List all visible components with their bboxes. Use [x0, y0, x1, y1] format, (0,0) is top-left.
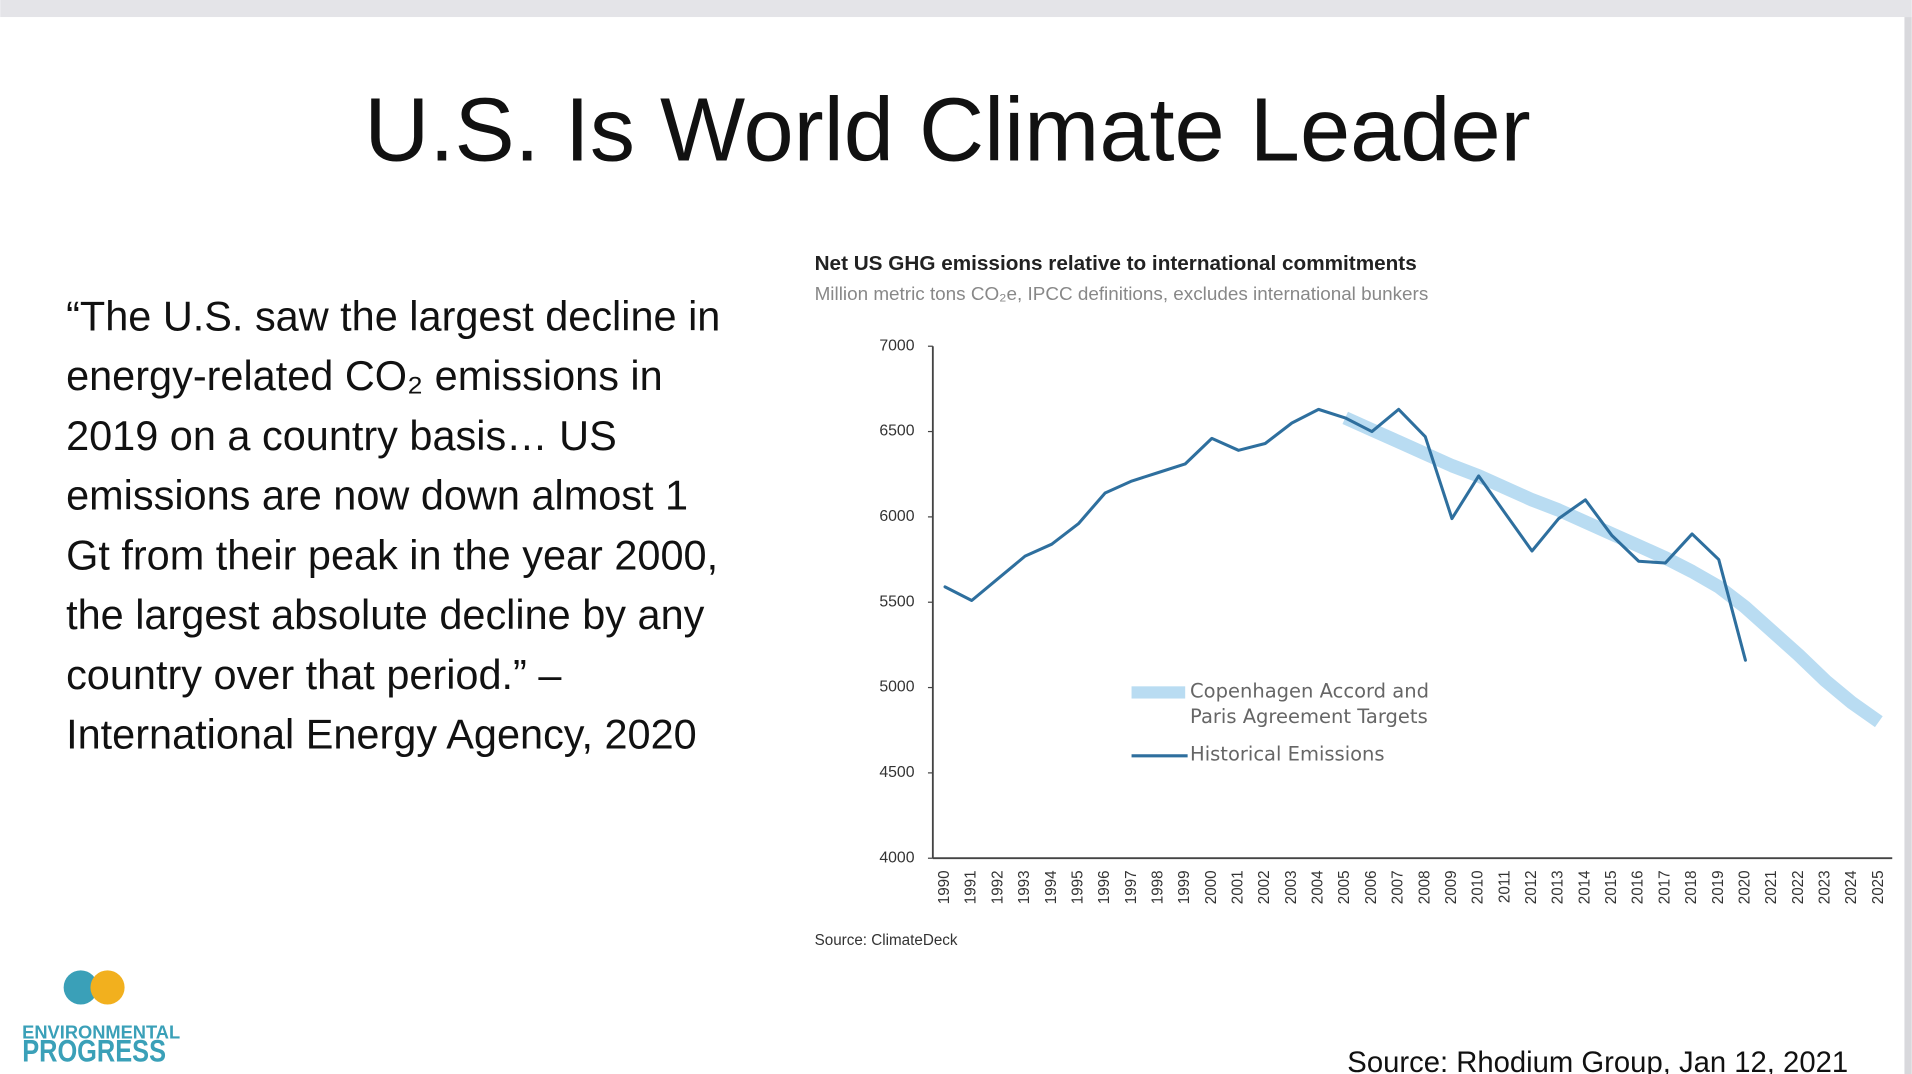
y-tick-label: 6500	[879, 423, 914, 440]
legend-entry: Historical Emissions	[1190, 742, 1385, 766]
logo-line2: PROGRESS	[22, 1033, 166, 1069]
x-tick-label: 1998	[1149, 870, 1166, 904]
top-bar	[0, 0, 1912, 18]
x-tick-label: 1995	[1069, 870, 1086, 904]
x-tick-label: 1994	[1043, 870, 1060, 904]
logo-icon-right	[90, 970, 125, 1005]
x-tick-label: 2005	[1336, 870, 1353, 904]
x-tick-label: 2014	[1576, 870, 1593, 904]
x-tick-label: 2000	[1203, 870, 1220, 904]
x-tick-label: 2002	[1256, 870, 1273, 904]
emissions-line	[943, 407, 1747, 662]
x-tick-label: 2009	[1443, 870, 1460, 904]
legend-label: Historical Emissions	[1190, 742, 1385, 766]
x-tick-label: 2019	[1710, 870, 1727, 904]
slide-title: U.S. Is World Climate Leader	[364, 79, 1530, 180]
x-tick-label: 2013	[1550, 870, 1567, 904]
y-tick-label: 4000	[879, 849, 914, 866]
x-tick-label: 1997	[1123, 870, 1140, 904]
x-tick-label: 1993	[1016, 870, 1033, 904]
chart-title: Net US GHG emissions relative to interna…	[815, 252, 1417, 275]
x-tick-label: 2024	[1843, 870, 1860, 904]
x-tick-label: 2003	[1283, 870, 1300, 904]
x-tick-label: 1990	[936, 870, 953, 904]
legend-label: Copenhagen Accord and Paris Agreement Ta…	[1190, 679, 1429, 728]
x-tick-label: 1996	[1096, 870, 1113, 904]
x-tick-label: 2012	[1523, 870, 1540, 904]
x-tick-label: 2018	[1683, 870, 1700, 904]
logo-line1: ENVIRONMENTAL	[22, 1022, 180, 1043]
x-tick-label: 2025	[1870, 870, 1887, 904]
quote-box: “The U.S. saw the largest decline in ene…	[66, 293, 721, 759]
x-tick-label: 2007	[1390, 870, 1407, 904]
x-tick-label: 2008	[1416, 870, 1433, 904]
logo: ENVIRONMENTAL PROGRESS	[22, 970, 180, 1069]
target-band	[1342, 411, 1883, 728]
x-tick-label: 2023	[1816, 870, 1833, 904]
chart-subtitle: Million metric tons CO₂e, IPCC definitio…	[815, 284, 1429, 305]
x-tick-label: 2001	[1230, 870, 1247, 904]
quote: “The U.S. saw the largest decline in ene…	[66, 293, 721, 759]
right-edge	[1904, 17, 1912, 1074]
x-tick-label: 2015	[1603, 870, 1620, 904]
x-tick-label: 2022	[1790, 870, 1807, 904]
logo-icon-left	[63, 970, 98, 1005]
x-tick-label: 2011	[1496, 870, 1513, 903]
y-tick-label: 7000	[879, 337, 914, 354]
x-tick-label: 2021	[1763, 870, 1780, 904]
slide-source: Source: Rhodium Group, Jan 12, 2021	[1347, 1047, 1848, 1074]
x-tick-label: 2004	[1310, 870, 1327, 904]
legend-swatch	[1131, 686, 1186, 699]
y-tick-label: 6000	[879, 508, 914, 525]
chart-source: Source: ClimateDeck	[815, 932, 958, 949]
legend-entry: Copenhagen Accord and Paris Agreement Ta…	[1190, 679, 1429, 728]
x-tick-label: 1991	[963, 870, 980, 904]
x-tick-label: 2017	[1656, 870, 1673, 904]
x-tick-label: 2020	[1736, 870, 1753, 904]
y-tick-label: 5500	[879, 593, 914, 610]
y-tick-label: 4500	[879, 764, 914, 781]
x-tick-label: 2010	[1470, 870, 1487, 904]
x-tick-label: 2006	[1363, 870, 1380, 904]
y-tick-label: 5000	[879, 679, 914, 696]
x-tick-label: 2016	[1630, 870, 1647, 904]
x-tick-label: 1992	[989, 870, 1006, 904]
x-tick-label: 1999	[1176, 870, 1193, 904]
